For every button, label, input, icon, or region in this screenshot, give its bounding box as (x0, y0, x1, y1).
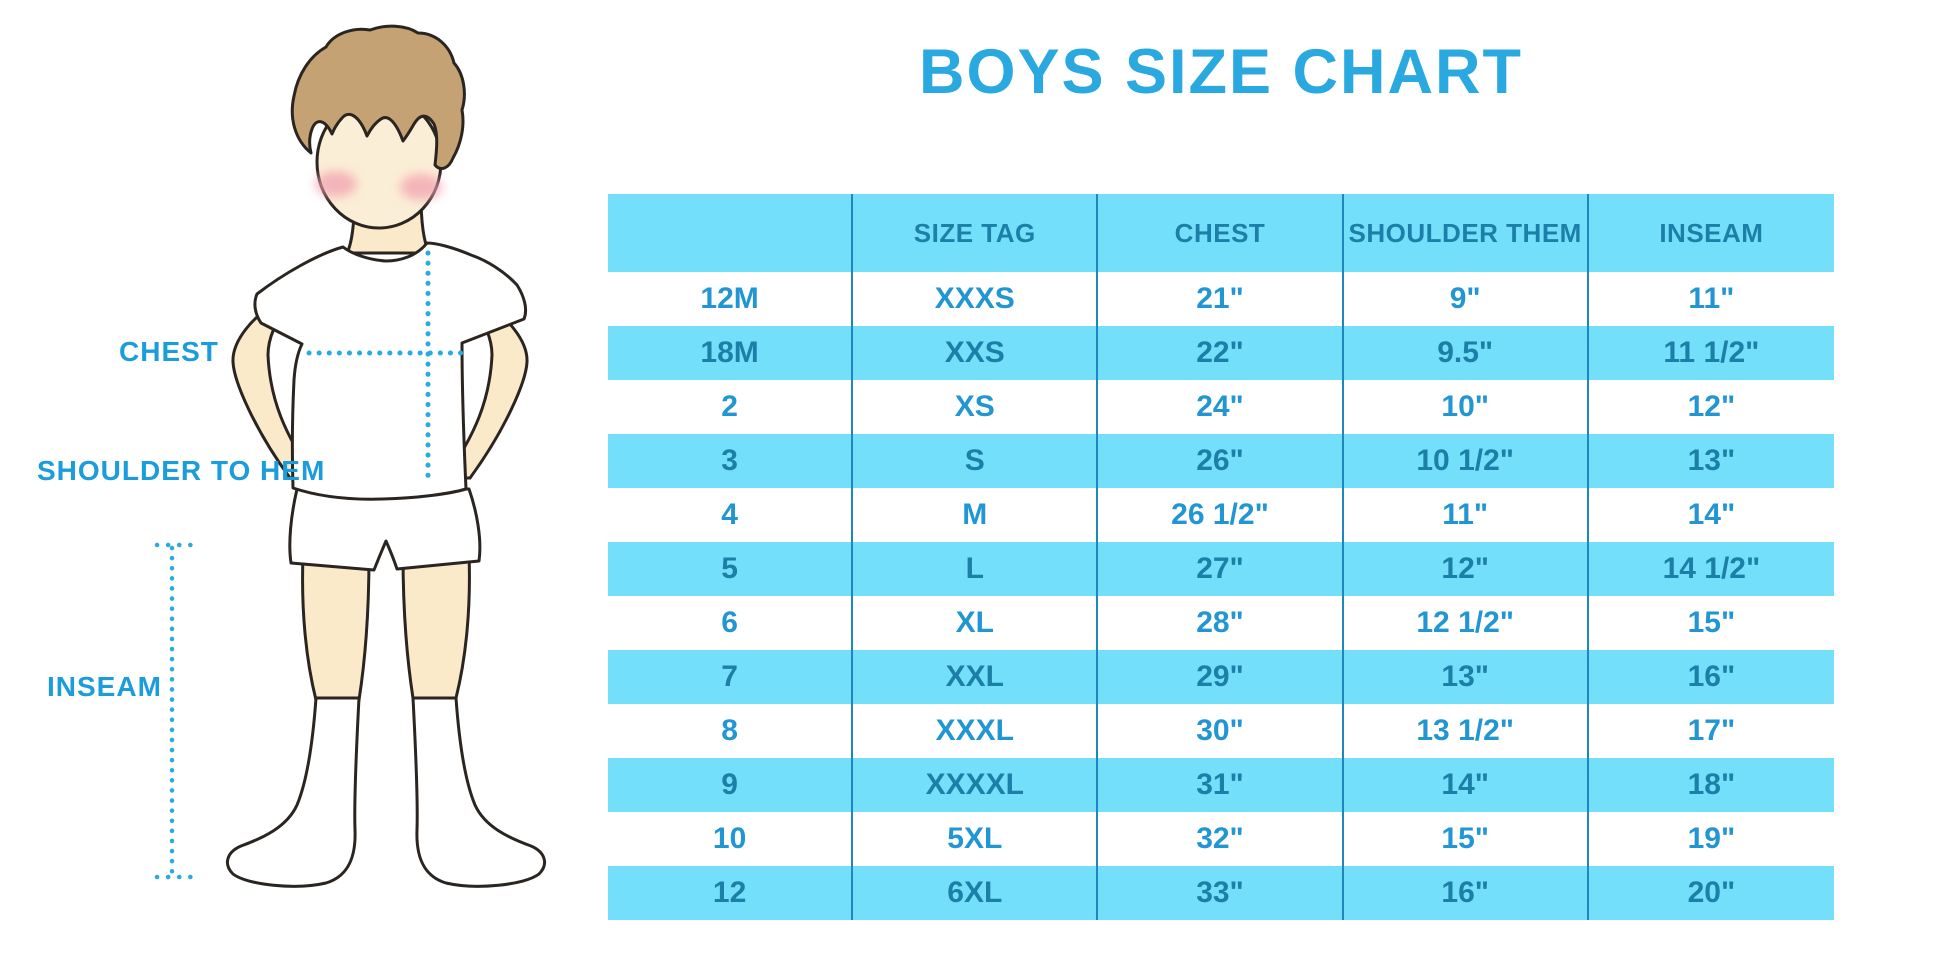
table-cell: 18" (1687, 768, 1736, 801)
table-cell: S (853, 434, 1099, 488)
table-cell: 15" (1687, 606, 1736, 639)
table-cell: 21" (1098, 272, 1344, 326)
table-cell: 7 (608, 650, 854, 704)
table-row: 12M XXXS 21" 9" 11" (608, 272, 1834, 326)
table-cell: 10 1/2" (1344, 434, 1589, 488)
table-cell: 12M (608, 272, 854, 326)
table-cell: 29" (1098, 650, 1344, 704)
table-cell: XXXXL (853, 758, 1099, 812)
table-cell: 14" (1344, 758, 1589, 812)
boy-arm-right (442, 298, 529, 480)
table-row: 8 XXXL 30" 13 1/2" 17" (608, 704, 1834, 758)
table-row: 12 6XL 33" 16" 20" (608, 866, 1834, 920)
table-cell: 4 (608, 488, 854, 542)
table-cell: 12" (1344, 542, 1589, 596)
table-cell: XXS (853, 326, 1099, 380)
page-title: BOYS SIZE CHART (918, 37, 1524, 107)
table-row: 7 XXL 29" 13" 16" (608, 650, 1834, 704)
table-cell: 24" (1098, 380, 1344, 434)
table-cell: XL (853, 596, 1099, 650)
table-cell: XXL (853, 650, 1099, 704)
size-table: SIZE TAG CHEST SHOULDER THEM INSEAM 12M XXXS 2… (608, 194, 1834, 920)
table-cell: 27" (1098, 542, 1344, 596)
table-cell: 12 1/2" (1344, 596, 1589, 650)
label-inseam: INSEAM (47, 671, 162, 702)
boy-shirt (253, 241, 528, 501)
table-cell: XS (853, 380, 1099, 434)
table-cell: 14 1/2" (1662, 552, 1761, 585)
table-cell: 18M (608, 326, 854, 380)
table-cell: 15" (1344, 812, 1589, 866)
table-row: 6 XL 28" 12 1/2" 15" (608, 596, 1834, 650)
table-row: 3 S 26" 10 1/2" 13" (608, 434, 1834, 488)
inseam-dotted-line (154, 542, 195, 880)
label-chest: CHEST (119, 336, 219, 367)
table-cell: 16" (1344, 866, 1589, 920)
label-shoulder-to-hem: SHOULDER TO HEM (37, 455, 326, 486)
table-header-cell: INSEAM (1659, 217, 1764, 248)
table-cell: 5 (608, 542, 854, 596)
table-cell: XXXS (853, 272, 1099, 326)
table-cell: 17" (1687, 714, 1736, 747)
table-cell: 12 (608, 866, 854, 920)
boy-blush-left (315, 171, 357, 197)
table-cell: L (853, 542, 1099, 596)
table-cell: XXXL (853, 704, 1099, 758)
boy-sock-left (225, 696, 361, 888)
table-header-cell: CHEST (1098, 194, 1344, 272)
table-cell: 26 1/2" (1098, 488, 1344, 542)
boy-shorts (288, 487, 482, 572)
table-header-row: SIZE TAG CHEST SHOULDER THEM INSEAM (608, 194, 1834, 272)
table-row: 9 XXXXL 31" 14" 18" (608, 758, 1834, 812)
table-header-cell (608, 194, 854, 272)
table-cell: 2 (608, 380, 854, 434)
table-row: 2 XS 24" 10" 12" (608, 380, 1834, 434)
table-cell: 9" (1344, 272, 1589, 326)
boy-leg-right (401, 552, 471, 700)
table-cell: 3 (608, 434, 854, 488)
table-cell: 10" (1344, 380, 1589, 434)
table-row: 18M XXS 22" 9.5" 11 1/2" (608, 326, 1834, 380)
table-cell: 13 1/2" (1344, 704, 1589, 758)
boy-sock-right (411, 696, 547, 888)
table-header-cell: SIZE TAG (853, 194, 1099, 272)
table-cell: 12" (1687, 390, 1736, 423)
table-cell: 31" (1098, 758, 1344, 812)
table-cell: 13" (1687, 444, 1736, 477)
table-cell: 6 (608, 596, 854, 650)
table-cell: 30" (1098, 704, 1344, 758)
table-cell: 6XL (853, 866, 1099, 920)
boy-leg-left (301, 554, 371, 702)
table-cell: 16" (1687, 660, 1736, 693)
table-cell: 9.5" (1344, 326, 1589, 380)
table-header-cell: SHOULDER THEM (1344, 194, 1589, 272)
boy-illustration (154, 24, 547, 888)
table-cell: 22" (1098, 326, 1344, 380)
table-cell: 14" (1687, 498, 1736, 531)
table-cell: 11" (1688, 282, 1735, 315)
table-cell: 13" (1344, 650, 1589, 704)
table-cell: 33" (1098, 866, 1344, 920)
table-cell: 19" (1687, 822, 1736, 855)
table-cell: 11" (1344, 488, 1589, 542)
table-cell: 8 (608, 704, 854, 758)
table-row: 4 M 26 1/2" 11" 14" (608, 488, 1834, 542)
table-cell: 26" (1098, 434, 1344, 488)
boy-blush-right (400, 174, 442, 200)
table-cell: 5XL (853, 812, 1099, 866)
table-row: 10 5XL 32" 15" 19" (608, 812, 1834, 866)
table-row: 5 L 27" 12" 14 1/2" (608, 542, 1834, 596)
table-cell: 9 (608, 758, 854, 812)
table-cell: 32" (1098, 812, 1344, 866)
table-cell: 28" (1098, 596, 1344, 650)
table-cell: 20" (1687, 876, 1736, 909)
table-cell: 10 (608, 812, 854, 866)
table-cell: 11 1/2" (1663, 336, 1760, 369)
boy-hair (290, 24, 466, 170)
table-cell: M (853, 488, 1099, 542)
boy-arm-left (231, 298, 318, 480)
